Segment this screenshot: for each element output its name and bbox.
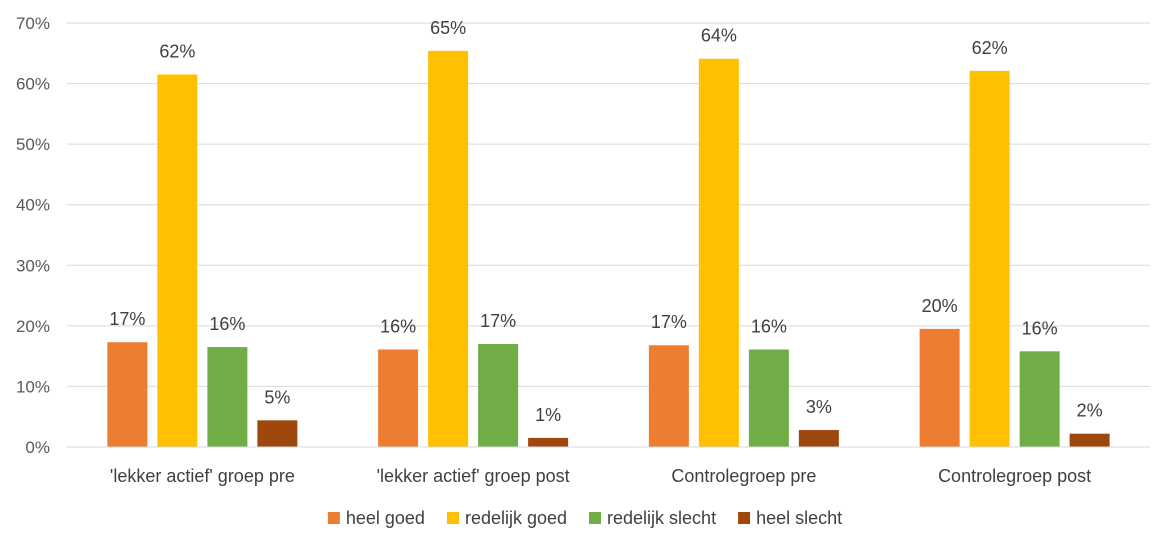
- y-tick-label: 50%: [16, 135, 50, 154]
- y-tick-label: 30%: [16, 256, 50, 275]
- data-labels: 17% 62% 16% 5% 16% 65% 17% 1% 17% 64% 16% 3% 20% 62% 1…: [109, 18, 1102, 425]
- y-axis: 0% 10% 20% 30% 40% 50% 60% 70%: [16, 14, 50, 457]
- category-label: Controlegroep post: [938, 466, 1091, 486]
- y-tick-label: 70%: [16, 14, 50, 33]
- legend-swatch: [589, 512, 602, 524]
- category-label: Controlegroep pre: [671, 466, 816, 486]
- legend-swatch: [327, 512, 340, 524]
- data-label: 17%: [109, 309, 145, 329]
- legend-label: heel slecht: [756, 508, 842, 528]
- bar-redelijk-goed-3: [698, 58, 739, 447]
- data-label: 20%: [922, 296, 958, 316]
- legend-label: redelijk goed: [465, 508, 567, 528]
- data-label: 65%: [430, 18, 466, 38]
- data-label: 3%: [806, 397, 832, 417]
- legend-label: redelijk slecht: [607, 508, 716, 528]
- bar-redelijk-slecht-3: [748, 349, 789, 447]
- bar-heel-slecht-4: [1069, 433, 1110, 447]
- bar-redelijk-slecht-1: [207, 347, 248, 447]
- legend-swatch: [446, 512, 459, 524]
- data-label: 1%: [535, 405, 561, 425]
- data-label: 17%: [480, 311, 516, 331]
- bar-redelijk-slecht-2: [478, 344, 519, 447]
- data-label: 17%: [651, 312, 687, 332]
- bar-heel-goed-2: [378, 349, 419, 447]
- legend-item-heel-goed: heel goed: [327, 508, 425, 528]
- y-tick-label: 10%: [16, 377, 50, 396]
- bar-heel-slecht-3: [798, 430, 839, 447]
- data-label: 64%: [701, 26, 737, 46]
- x-axis: 'lekker actief' groep pre 'lekker actief'…: [67, 446, 1150, 486]
- legend-label: heel goed: [346, 508, 425, 528]
- legend-item-heel-slecht: heel slecht: [738, 508, 842, 528]
- y-tick-label: 0%: [25, 438, 50, 457]
- y-tick-label: 60%: [16, 75, 50, 94]
- category-label: 'lekker actief' groep pre: [110, 466, 295, 486]
- data-label: 16%: [380, 316, 416, 336]
- legend-swatch: [738, 512, 751, 524]
- bar-heel-slecht-1: [257, 420, 298, 447]
- legend: heel goed redelijk goed redelijk slecht hee…: [327, 508, 842, 528]
- bar-redelijk-goed-4: [969, 70, 1010, 447]
- legend-item-redelijk-goed: redelijk goed: [446, 508, 567, 528]
- bars: [107, 50, 1110, 448]
- bar-heel-goed-4: [919, 328, 960, 447]
- legend-item-redelijk-slecht: redelijk slecht: [589, 508, 716, 528]
- data-label: 62%: [159, 41, 195, 61]
- data-label: 16%: [209, 314, 245, 334]
- bar-redelijk-goed-2: [428, 50, 469, 448]
- bar-redelijk-goed-1: [157, 74, 198, 447]
- gridlines: [67, 22, 1150, 387]
- y-tick-label: 40%: [16, 196, 50, 215]
- data-label: 2%: [1077, 401, 1103, 421]
- data-label: 62%: [972, 38, 1008, 58]
- bar-heel-slecht-2: [528, 437, 569, 447]
- data-label: 5%: [264, 387, 290, 407]
- data-label: 16%: [1022, 318, 1058, 338]
- category-label: 'lekker actief' groep post: [377, 466, 570, 486]
- bar-heel-goed-3: [648, 345, 689, 447]
- bar-redelijk-slecht-4: [1019, 351, 1060, 447]
- data-label: 16%: [751, 316, 787, 336]
- bar-heel-goed-1: [107, 342, 148, 447]
- y-tick-label: 20%: [16, 317, 50, 336]
